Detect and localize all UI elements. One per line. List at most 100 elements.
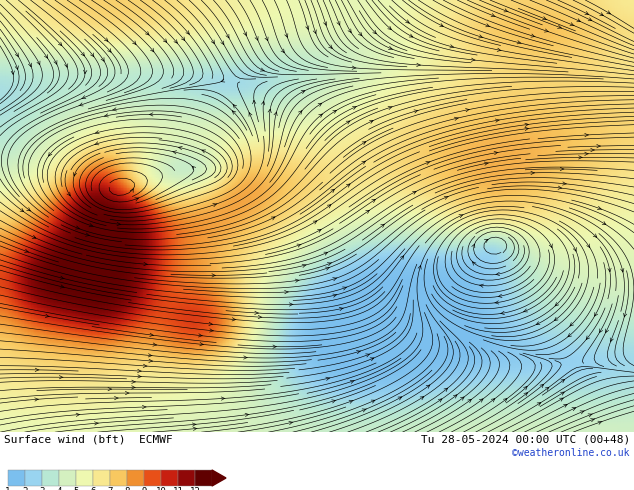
FancyArrowPatch shape — [525, 127, 529, 130]
Text: 8: 8 — [124, 487, 130, 490]
FancyArrowPatch shape — [479, 284, 484, 288]
Bar — [8, 470, 25, 486]
FancyArrowPatch shape — [20, 208, 23, 212]
FancyArrowPatch shape — [297, 244, 301, 247]
FancyArrowPatch shape — [491, 14, 495, 17]
FancyArrowPatch shape — [11, 71, 15, 74]
FancyArrowPatch shape — [45, 314, 49, 318]
FancyArrowPatch shape — [27, 208, 30, 211]
FancyArrowPatch shape — [192, 423, 197, 426]
FancyArrowPatch shape — [562, 182, 567, 185]
FancyArrowPatch shape — [149, 113, 153, 116]
FancyArrowPatch shape — [95, 130, 99, 134]
FancyArrowPatch shape — [600, 329, 602, 333]
FancyArrowPatch shape — [362, 409, 366, 412]
FancyArrowPatch shape — [94, 422, 98, 425]
FancyArrowPatch shape — [255, 36, 258, 40]
FancyArrowPatch shape — [285, 291, 288, 294]
FancyArrowPatch shape — [58, 42, 62, 46]
FancyArrowPatch shape — [60, 276, 64, 279]
FancyArrowPatch shape — [591, 148, 595, 152]
FancyArrowPatch shape — [37, 61, 40, 65]
FancyArrowPatch shape — [573, 247, 576, 251]
FancyArrowPatch shape — [112, 108, 117, 111]
FancyArrowPatch shape — [352, 66, 356, 70]
FancyArrowPatch shape — [91, 53, 94, 57]
FancyArrowPatch shape — [149, 359, 153, 363]
FancyArrowPatch shape — [585, 152, 588, 155]
FancyArrowPatch shape — [621, 269, 624, 272]
FancyArrowPatch shape — [398, 397, 402, 400]
FancyArrowPatch shape — [543, 17, 547, 20]
Text: 5: 5 — [74, 487, 79, 490]
FancyArrowPatch shape — [540, 384, 543, 388]
FancyArrowPatch shape — [389, 47, 392, 49]
Bar — [25, 470, 42, 486]
FancyArrowPatch shape — [192, 166, 196, 170]
FancyArrowPatch shape — [495, 301, 499, 304]
FancyArrowPatch shape — [580, 411, 585, 414]
FancyArrowPatch shape — [409, 34, 413, 37]
FancyArrowPatch shape — [486, 24, 490, 27]
FancyArrowPatch shape — [232, 318, 236, 321]
FancyArrowPatch shape — [79, 103, 83, 106]
FancyArrowPatch shape — [426, 162, 430, 165]
FancyArrowPatch shape — [495, 119, 500, 122]
FancyArrowPatch shape — [572, 408, 576, 411]
FancyArrowPatch shape — [126, 392, 129, 395]
FancyArrowPatch shape — [586, 244, 590, 247]
FancyArrowPatch shape — [164, 39, 167, 43]
Bar — [93, 470, 110, 486]
FancyArrowPatch shape — [132, 386, 136, 389]
FancyArrowPatch shape — [414, 110, 418, 113]
FancyArrowPatch shape — [337, 22, 340, 25]
FancyArrowPatch shape — [607, 11, 611, 14]
FancyArrowPatch shape — [15, 53, 18, 56]
FancyArrowPatch shape — [600, 13, 604, 16]
FancyArrowPatch shape — [455, 117, 458, 121]
FancyArrowPatch shape — [261, 101, 265, 105]
FancyArrowPatch shape — [319, 114, 322, 118]
FancyArrowPatch shape — [35, 398, 39, 401]
FancyArrowPatch shape — [568, 333, 572, 337]
FancyArrowPatch shape — [295, 279, 299, 282]
FancyArrowPatch shape — [349, 400, 353, 403]
FancyArrowPatch shape — [570, 322, 574, 326]
FancyArrowPatch shape — [174, 40, 178, 43]
FancyArrowPatch shape — [545, 387, 549, 391]
FancyArrowPatch shape — [610, 338, 613, 342]
FancyArrowPatch shape — [545, 29, 549, 32]
FancyArrowPatch shape — [484, 162, 488, 165]
FancyArrowPatch shape — [471, 58, 476, 61]
FancyArrowPatch shape — [29, 63, 32, 67]
FancyArrowPatch shape — [439, 24, 443, 26]
FancyArrowPatch shape — [472, 244, 475, 248]
FancyArrowPatch shape — [504, 9, 508, 12]
FancyArrowPatch shape — [210, 329, 214, 332]
Bar — [127, 470, 144, 486]
FancyArrowPatch shape — [138, 375, 141, 378]
FancyArrowPatch shape — [221, 397, 225, 400]
FancyArrowPatch shape — [318, 229, 321, 232]
FancyArrowPatch shape — [624, 313, 627, 317]
FancyArrowPatch shape — [523, 309, 527, 312]
FancyArrowPatch shape — [108, 388, 112, 391]
FancyArrowPatch shape — [598, 421, 602, 424]
FancyArrowPatch shape — [554, 317, 558, 320]
FancyArrowPatch shape — [525, 123, 529, 126]
FancyArrowPatch shape — [233, 104, 236, 108]
FancyArrowPatch shape — [25, 249, 29, 252]
FancyArrowPatch shape — [245, 413, 249, 416]
FancyArrowPatch shape — [585, 133, 588, 137]
FancyArrowPatch shape — [258, 316, 262, 318]
FancyArrowPatch shape — [325, 267, 330, 270]
FancyArrowPatch shape — [400, 256, 404, 259]
FancyArrowPatch shape — [150, 333, 153, 337]
FancyArrowPatch shape — [133, 41, 136, 45]
FancyArrowPatch shape — [531, 34, 535, 37]
FancyArrowPatch shape — [586, 336, 590, 340]
FancyArrowPatch shape — [67, 192, 70, 196]
FancyArrowPatch shape — [560, 392, 564, 395]
FancyArrowPatch shape — [105, 38, 108, 41]
FancyArrowPatch shape — [323, 22, 327, 25]
